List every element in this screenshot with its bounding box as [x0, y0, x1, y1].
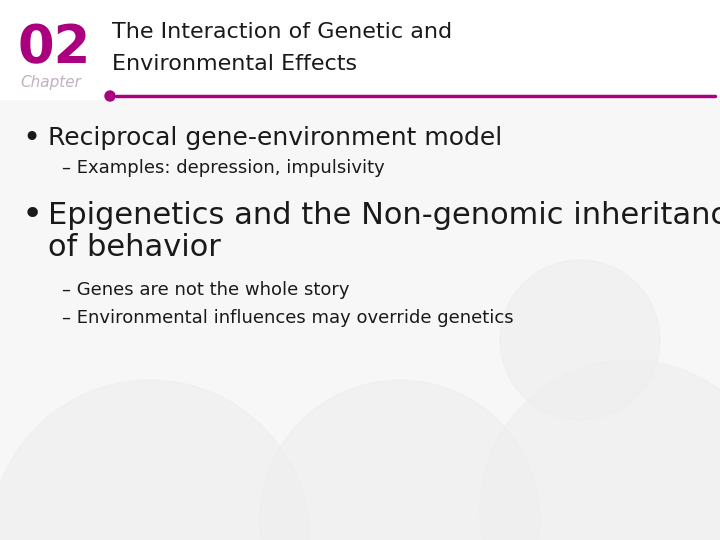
FancyBboxPatch shape: [0, 0, 720, 100]
Text: The Interaction of Genetic and: The Interaction of Genetic and: [112, 22, 452, 42]
Circle shape: [260, 380, 540, 540]
Circle shape: [480, 360, 720, 540]
Circle shape: [500, 260, 660, 420]
Text: Chapter: Chapter: [20, 75, 81, 90]
Text: of behavior: of behavior: [48, 233, 221, 262]
Text: Environmental Effects: Environmental Effects: [112, 54, 357, 74]
Text: – Genes are not the whole story: – Genes are not the whole story: [62, 281, 349, 299]
Text: Epigenetics and the Non-genomic inheritance: Epigenetics and the Non-genomic inherita…: [48, 200, 720, 230]
Text: – Examples: depression, impulsivity: – Examples: depression, impulsivity: [62, 159, 384, 177]
Circle shape: [105, 91, 115, 101]
Text: Reciprocal gene-environment model: Reciprocal gene-environment model: [48, 126, 503, 150]
Text: – Environmental influences may override genetics: – Environmental influences may override …: [62, 309, 513, 327]
Circle shape: [0, 380, 310, 540]
Text: •: •: [22, 124, 40, 152]
Text: 02: 02: [18, 22, 91, 74]
Text: •: •: [22, 198, 43, 232]
